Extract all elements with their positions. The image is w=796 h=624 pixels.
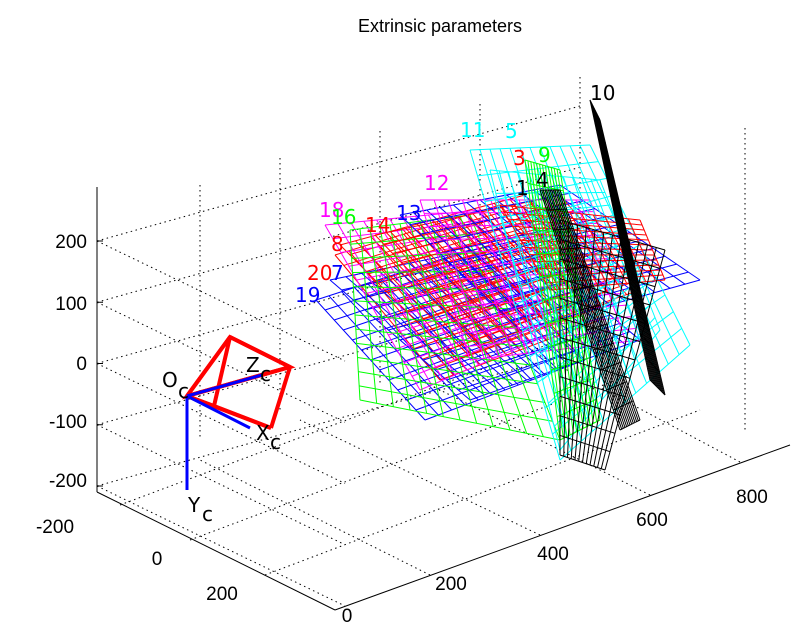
plane-label: 18 (319, 198, 344, 222)
tick-labels: 200 100 0 -100 -200 -200 0 200 0 200 400 600 800 (36, 232, 768, 624)
z-tick-label: -200 (49, 471, 87, 492)
camera-axis-label: Z (246, 353, 260, 377)
y-tick-label: 800 (736, 487, 768, 508)
camera-axis-subscript: c (260, 362, 271, 386)
mesh-line (649, 379, 666, 396)
camera-frustum-face (181, 334, 296, 400)
y-tick-label: 200 (435, 574, 467, 595)
camera-axis-subscript: c (270, 430, 281, 454)
mesh-line (559, 419, 601, 441)
mesh-line (559, 344, 691, 461)
mesh-line (598, 118, 665, 394)
plane-label: 3 (513, 146, 526, 170)
y-tick-label: 400 (537, 544, 569, 565)
plane-label: 8 (331, 232, 344, 256)
z-grid-line (96, 363, 346, 484)
plane-label: 4 (536, 168, 549, 192)
calibration-plane-mesh (539, 189, 641, 431)
mesh-line (559, 189, 641, 421)
mesh-line (644, 356, 660, 373)
x-axis-line (96, 491, 336, 611)
z-grid-line (96, 301, 346, 423)
camera-frustum-edge (269, 366, 292, 429)
calibration-plane-mesh (559, 219, 666, 471)
mesh-line (559, 434, 611, 453)
mesh-line (359, 399, 561, 441)
camera-axis-subscript: c (202, 502, 213, 526)
floor-grid-line (264, 409, 701, 576)
floor-grid-line (199, 459, 431, 576)
axes-box (96, 77, 791, 611)
y-tick-label: 600 (636, 510, 668, 531)
z-tick-label: 0 (76, 354, 87, 375)
z-grid-line (96, 240, 346, 362)
z-tick-label: 200 (55, 232, 87, 253)
z-tick-label: -100 (49, 412, 87, 433)
x-tick-label: 0 (152, 549, 163, 570)
mesh-line (639, 219, 666, 281)
camera-x-axis (186, 394, 251, 430)
floor-grid-line (189, 374, 631, 541)
mesh-line (559, 415, 616, 434)
y-axis-line (334, 444, 791, 611)
plane-label: 11 (460, 118, 485, 142)
mesh-line (606, 381, 627, 391)
mesh-line (600, 247, 657, 469)
mesh-line (599, 119, 666, 396)
plane-label: 12 (424, 171, 449, 195)
x-tick-label: 200 (206, 584, 238, 605)
x-tick-label: -200 (36, 517, 74, 538)
chart-title: Extrinsic parameters (358, 16, 522, 36)
calibration-planes (315, 99, 701, 471)
mesh-line (557, 189, 639, 421)
mesh-line (619, 419, 641, 431)
plane-label: 16 (331, 205, 356, 229)
calibration-plane-mesh (589, 99, 666, 396)
z-grid-line (96, 350, 581, 487)
plane-label: 7 (331, 261, 344, 285)
plane-label: 1 (516, 176, 529, 200)
plane-label: 19 (295, 283, 320, 307)
plane-label: 10 (590, 81, 615, 105)
y-tick-label: 0 (342, 606, 353, 624)
z-grid-line (96, 289, 581, 426)
camera-frustum-edge (212, 336, 232, 407)
mesh-line (559, 454, 606, 471)
mesh-line (415, 350, 576, 411)
mesh-line (358, 371, 546, 403)
camera-frustum-edge (213, 404, 272, 430)
calibration-plane-mesh (349, 214, 561, 441)
plane-label: 14 (365, 213, 390, 237)
z-tick-label: 100 (55, 294, 87, 315)
z-grid-line (96, 424, 346, 546)
camera-axis-label: X (256, 421, 270, 445)
camera-origin-subscript: c (178, 379, 189, 403)
mesh-line (604, 249, 666, 471)
camera-z-axis (186, 373, 263, 398)
plane-label: 13 (396, 201, 421, 225)
camera-origin-label: O (162, 368, 178, 392)
plane-label: 20 (307, 261, 332, 285)
z-grid-line (96, 485, 346, 607)
mesh-line (639, 332, 655, 350)
camera-axis-label: Y (187, 493, 201, 517)
z-grid-line (96, 105, 581, 242)
plane-label: 9 (538, 143, 551, 167)
z-grid-line (96, 228, 581, 364)
floor-grid-line (299, 419, 541, 536)
plane-label: 5 (505, 119, 518, 143)
mesh-line (553, 377, 594, 394)
mesh-line (359, 385, 553, 422)
z-grid-line (96, 166, 581, 303)
